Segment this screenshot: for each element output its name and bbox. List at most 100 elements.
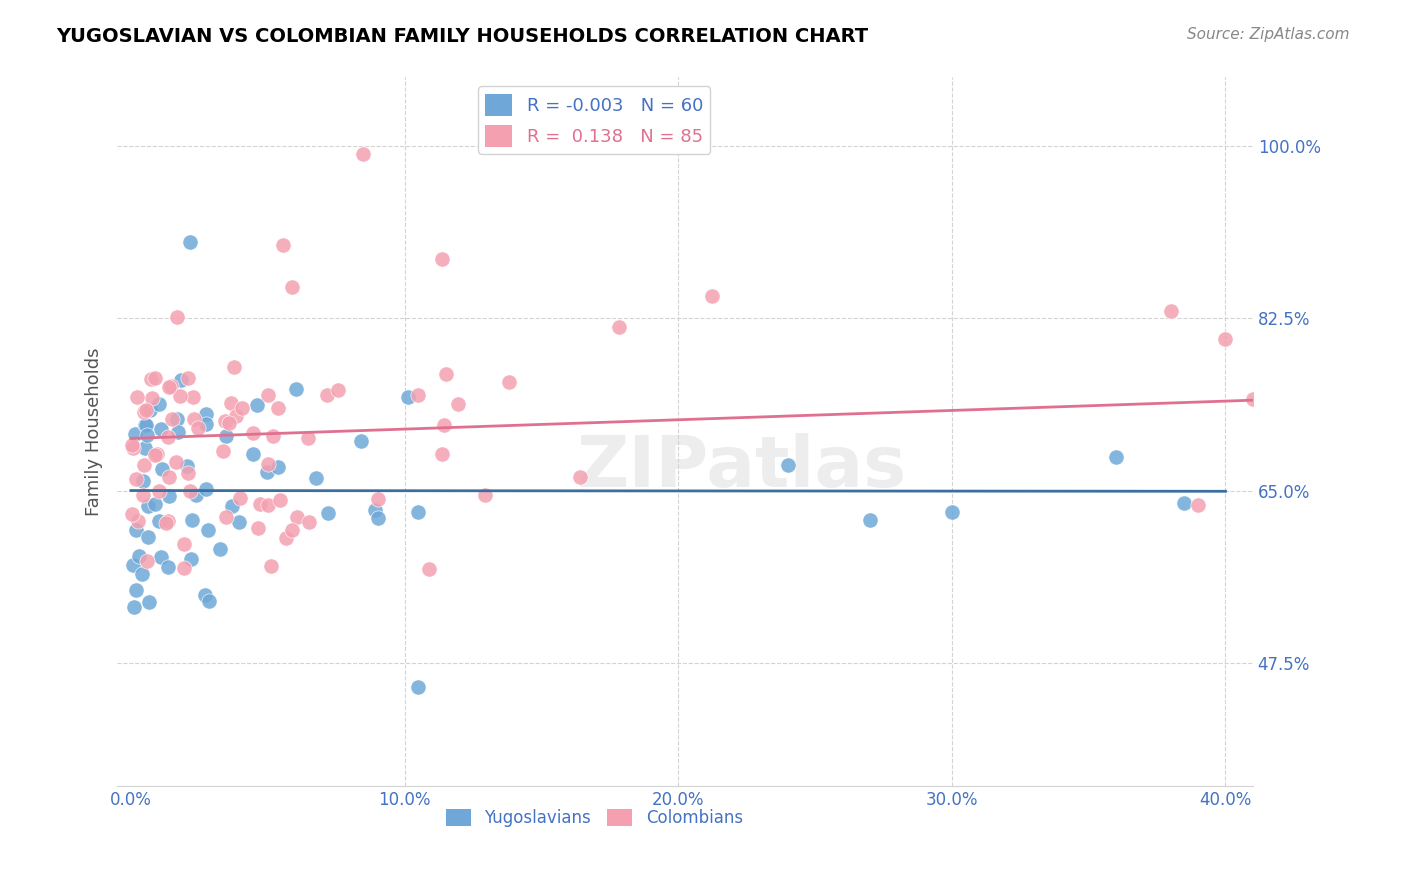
Point (125, 524, 148, 538)
Point (273, 238, 295, 252)
Point (195, 482, 218, 496)
Point (179, 484, 201, 499)
Point (134, 418, 156, 433)
Point (1323, 393, 1346, 408)
Legend: Yugoslavians, Colombians: Yugoslavians, Colombians (439, 803, 749, 834)
Point (221, 500, 243, 514)
Point (218, 416, 240, 430)
Point (136, 554, 159, 568)
Point (316, 388, 339, 402)
Point (225, 409, 247, 423)
Point (364, 502, 387, 516)
Point (262, 428, 284, 442)
Point (430, 252, 453, 267)
Point (242, 426, 264, 441)
Point (280, 523, 302, 537)
Point (136, 428, 159, 442)
Point (148, 484, 170, 499)
Point (297, 430, 319, 444)
Point (859, 513, 882, 527)
Point (247, 521, 270, 535)
Point (157, 430, 180, 444)
Point (396, 390, 419, 404)
Point (257, 388, 280, 402)
Point (139, 402, 162, 417)
Point (941, 505, 963, 519)
Point (143, 449, 166, 463)
Point (367, 510, 389, 524)
Point (430, 446, 453, 460)
Point (197, 523, 219, 537)
Point (136, 530, 159, 544)
Point (1241, 392, 1264, 406)
Point (157, 560, 180, 574)
Y-axis label: Family Households: Family Households (86, 347, 103, 516)
Point (193, 588, 215, 602)
Point (700, 289, 723, 303)
Point (231, 401, 253, 415)
Point (165, 455, 187, 469)
Point (408, 680, 430, 694)
Point (209, 541, 232, 556)
Point (136, 499, 159, 513)
Point (326, 383, 349, 397)
Point (156, 514, 179, 528)
Point (246, 398, 269, 412)
Text: ZIPatlas: ZIPatlas (576, 433, 907, 501)
Point (260, 559, 283, 574)
Point (352, 146, 374, 161)
Point (1173, 496, 1195, 510)
Point (266, 460, 288, 475)
Point (418, 562, 440, 576)
Point (127, 514, 149, 528)
Point (145, 497, 167, 511)
Point (134, 402, 156, 417)
Point (406, 505, 429, 519)
Text: Source: ZipAtlas.com: Source: ZipAtlas.com (1187, 27, 1350, 42)
Point (143, 371, 166, 385)
Point (194, 407, 217, 421)
Point (285, 509, 308, 524)
Point (776, 458, 799, 472)
Point (436, 367, 458, 381)
Point (146, 447, 169, 461)
Point (141, 391, 163, 405)
Point (1160, 304, 1182, 318)
Point (173, 560, 195, 574)
Text: YUGOSLAVIAN VS COLOMBIAN FAMILY HOUSEHOLDS CORRELATION CHART: YUGOSLAVIAN VS COLOMBIAN FAMILY HOUSEHOL… (56, 27, 869, 45)
Point (170, 373, 193, 387)
Point (1270, 277, 1292, 292)
Point (256, 457, 278, 471)
Point (269, 493, 291, 508)
Point (219, 396, 242, 410)
Point (167, 425, 190, 439)
Point (181, 513, 204, 527)
Point (124, 426, 146, 441)
Point (176, 458, 198, 473)
Point (159, 379, 181, 393)
Point (474, 488, 496, 502)
Point (183, 412, 205, 426)
Point (132, 474, 155, 488)
Point (229, 491, 252, 506)
Point (176, 466, 198, 480)
Point (157, 489, 180, 503)
Point (433, 418, 456, 433)
Point (568, 470, 591, 484)
Point (184, 488, 207, 502)
Point (406, 387, 429, 401)
Point (121, 438, 143, 452)
Point (121, 558, 143, 573)
Point (1105, 450, 1128, 465)
Point (121, 507, 143, 521)
Point (149, 422, 172, 436)
Point (222, 360, 245, 375)
Point (134, 441, 156, 455)
Point (197, 594, 219, 608)
Point (122, 600, 145, 615)
Point (173, 537, 195, 551)
Point (166, 310, 188, 324)
Point (242, 447, 264, 461)
Point (281, 280, 304, 294)
Point (194, 417, 217, 431)
